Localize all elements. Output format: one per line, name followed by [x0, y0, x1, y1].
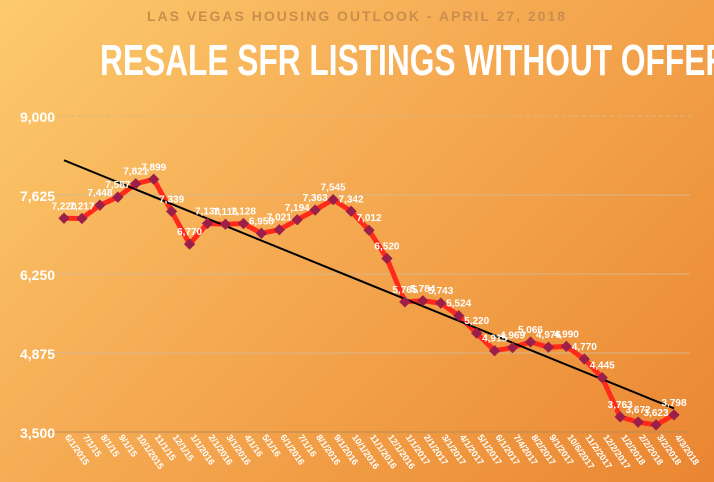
data-label: 4,770 — [572, 342, 597, 353]
y-tick-label: 9,000 — [20, 109, 55, 125]
data-label: 7,220 — [51, 201, 76, 212]
data-label: 7,217 — [69, 201, 94, 212]
data-point — [363, 224, 375, 236]
data-point — [309, 204, 321, 216]
data-point — [542, 341, 555, 353]
data-point — [273, 224, 285, 236]
data-label: 7,821 — [123, 167, 148, 178]
data-point — [183, 238, 196, 250]
data-point — [435, 297, 447, 309]
data-label: 7,012 — [356, 213, 381, 224]
data-label: 7,116 — [213, 207, 238, 218]
data-point — [237, 217, 250, 230]
data-label: 5,784 — [410, 284, 435, 295]
data-point — [399, 296, 411, 308]
data-label: 7,545 — [321, 183, 346, 194]
data-label: 7,342 — [339, 194, 364, 205]
data-point — [417, 295, 429, 307]
data-point — [291, 214, 303, 226]
data-label: 6,520 — [374, 241, 399, 252]
data-point — [345, 205, 357, 217]
data-point — [381, 252, 393, 265]
data-label: 7,021 — [267, 213, 292, 224]
trend-line — [63, 159, 675, 410]
data-label: 3,763 — [608, 400, 633, 411]
data-label: 7,587 — [105, 180, 130, 191]
data-point — [632, 416, 644, 428]
data-point — [453, 310, 465, 322]
data-label: 4,976 — [536, 330, 561, 341]
data-label: 5,066 — [518, 325, 543, 336]
data-label: 6,770 — [177, 227, 202, 238]
y-tick-label: 7,625 — [20, 188, 55, 204]
data-label: 7,339 — [159, 194, 184, 205]
data-label: 5,220 — [464, 316, 489, 327]
data-label: 3,623 — [644, 408, 669, 419]
data-label: 7,899 — [141, 162, 166, 173]
data-label: 4,445 — [590, 361, 615, 372]
data-point — [148, 173, 160, 185]
data-point — [130, 178, 142, 190]
data-point — [488, 345, 501, 357]
data-label: 7,128 — [231, 207, 256, 218]
data-label: 4,969 — [500, 331, 525, 342]
data-point — [58, 212, 70, 224]
data-point — [560, 340, 573, 353]
data-label: 7,448 — [87, 188, 112, 199]
data-point — [327, 193, 339, 206]
data-point — [668, 409, 680, 421]
data-point — [596, 372, 608, 384]
data-point — [470, 327, 483, 339]
data-point — [578, 353, 590, 365]
data-label: 5,765 — [392, 285, 417, 296]
data-point — [650, 419, 662, 431]
data-point — [614, 411, 626, 423]
data-label: 4,915 — [482, 334, 507, 345]
data-point — [201, 217, 214, 230]
data-label: 7,194 — [285, 203, 310, 214]
data-point — [506, 341, 519, 354]
data-label: 6,958 — [249, 216, 274, 227]
data-label: 4,990 — [554, 329, 579, 340]
data-label: 7,363 — [303, 193, 328, 204]
chart-title: RESALE SFR LISTINGS WITHOUT OFFERS — [99, 36, 714, 85]
data-label: 3,672 — [626, 405, 651, 416]
y-tick-label: 6,250 — [20, 267, 55, 283]
data-point — [255, 227, 268, 239]
data-label: 7,130 — [195, 206, 220, 217]
data-label: 5,524 — [446, 299, 471, 310]
data-label: 3,798 — [661, 398, 686, 409]
chart-subtitle: LAS VEGAS HOUSING OUTLOOK - APRIL 27, 20… — [146, 8, 568, 24]
data-label: 5,743 — [428, 286, 453, 297]
data-point — [524, 336, 537, 348]
y-tick-label: 3,500 — [20, 425, 55, 441]
data-point — [165, 205, 178, 218]
y-tick-label: 4,875 — [20, 346, 55, 362]
data-point — [219, 218, 232, 230]
